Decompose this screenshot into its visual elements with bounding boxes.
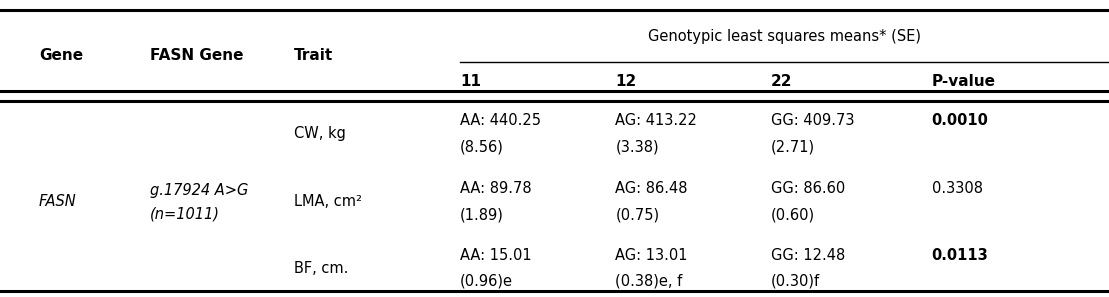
Text: 12: 12 (615, 74, 637, 89)
Text: 0.3308: 0.3308 (932, 181, 983, 196)
Text: FASN: FASN (39, 195, 77, 209)
Text: AG: 413.22: AG: 413.22 (615, 113, 698, 128)
Text: AA: 440.25: AA: 440.25 (460, 113, 541, 128)
Text: (2.71): (2.71) (771, 140, 815, 154)
Text: 11: 11 (460, 74, 481, 89)
Text: AA: 15.01: AA: 15.01 (460, 248, 532, 263)
Text: (n=1011): (n=1011) (150, 206, 220, 221)
Text: GG: 12.48: GG: 12.48 (771, 248, 845, 263)
Text: g.17924 A>G: g.17924 A>G (150, 183, 248, 198)
Text: LMA, cm²: LMA, cm² (294, 195, 362, 209)
Text: (0.38)e, f: (0.38)e, f (615, 273, 683, 288)
Text: (0.96)e: (0.96)e (460, 273, 513, 288)
Text: GG: 86.60: GG: 86.60 (771, 181, 845, 196)
Text: AA: 89.78: AA: 89.78 (460, 181, 532, 196)
Text: Gene: Gene (39, 48, 83, 63)
Text: AG: 86.48: AG: 86.48 (615, 181, 688, 196)
Text: 22: 22 (771, 74, 792, 89)
Text: FASN Gene: FASN Gene (150, 48, 243, 63)
Text: (1.89): (1.89) (460, 208, 505, 223)
Text: CW, kg: CW, kg (294, 126, 346, 141)
Text: (3.38): (3.38) (615, 140, 659, 154)
Text: 0.0113: 0.0113 (932, 248, 988, 263)
Text: GG: 409.73: GG: 409.73 (771, 113, 854, 128)
Text: Trait: Trait (294, 48, 333, 63)
Text: AG: 13.01: AG: 13.01 (615, 248, 688, 263)
Text: (8.56): (8.56) (460, 140, 505, 154)
Text: BF, cm.: BF, cm. (294, 261, 348, 276)
Text: Genotypic least squares means* (SE): Genotypic least squares means* (SE) (648, 29, 922, 44)
Text: (0.60): (0.60) (771, 208, 815, 223)
Text: (0.75): (0.75) (615, 208, 660, 223)
Text: P-value: P-value (932, 74, 996, 89)
Text: 0.0010: 0.0010 (932, 113, 988, 128)
Text: (0.30)f: (0.30)f (771, 273, 820, 288)
